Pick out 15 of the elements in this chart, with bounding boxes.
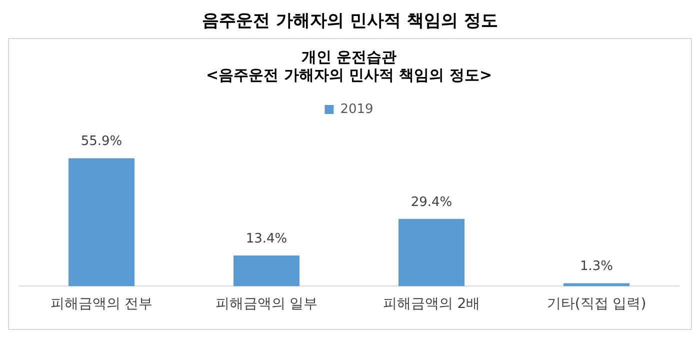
bar bbox=[398, 218, 464, 286]
x-tick-label: 피해금액의 전부 bbox=[50, 296, 153, 312]
data-label: 1.3% bbox=[580, 259, 614, 274]
chart-title: 음주운전 가해자의 민사적 책임의 정도 bbox=[201, 10, 499, 33]
data-label: 55.9% bbox=[80, 134, 122, 150]
x-tick-label: 기타(직접 입력) bbox=[546, 296, 646, 312]
data-label: 13.4% bbox=[246, 231, 288, 246]
x-tick-label: 피해금액의 2배 bbox=[382, 296, 480, 312]
x-tick-label: 피해금액의 일부 bbox=[215, 296, 318, 312]
bar bbox=[234, 256, 300, 286]
chart-subtitle: 개인 운전습관 <음주운전 가해자의 민사적 책임의 정도> bbox=[206, 48, 492, 84]
data-label: 29.4% bbox=[410, 194, 452, 210]
bar bbox=[564, 283, 630, 286]
legend-label: 2019 bbox=[340, 102, 374, 117]
bar bbox=[68, 158, 134, 286]
